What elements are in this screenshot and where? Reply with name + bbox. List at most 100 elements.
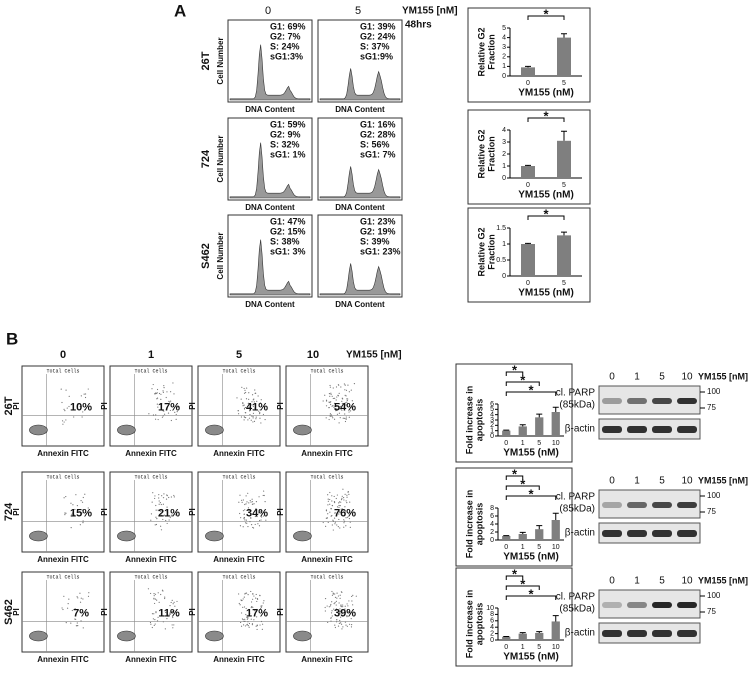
size-marker: 75 xyxy=(707,607,716,616)
flow-event xyxy=(247,617,249,619)
band xyxy=(602,530,622,537)
flow-event xyxy=(151,613,154,615)
flow-population xyxy=(29,630,48,642)
flow-event xyxy=(346,603,348,605)
cell-cycle-stat: G2: 7% xyxy=(270,31,301,41)
flow-event xyxy=(260,399,262,401)
flow-event xyxy=(82,496,84,499)
flow-event xyxy=(158,500,160,502)
flow-event xyxy=(331,524,333,526)
flow-event xyxy=(330,401,332,403)
flow-event xyxy=(77,625,79,627)
band xyxy=(627,630,647,637)
flow-event xyxy=(331,514,333,517)
error-bar xyxy=(503,429,510,431)
apoptosis-percent: 76% xyxy=(334,508,356,520)
flow-event xyxy=(255,392,257,394)
flow-event xyxy=(329,395,331,397)
flow-event xyxy=(153,598,155,600)
flow-event xyxy=(346,610,349,612)
flow-event xyxy=(71,609,73,612)
error-bar xyxy=(525,65,531,68)
significance-star: * xyxy=(512,362,518,377)
flow-event xyxy=(163,413,166,415)
flow-event xyxy=(165,519,167,522)
cell-cycle-stat: G2: 19% xyxy=(360,226,396,236)
flow-event xyxy=(169,401,171,403)
flow-event xyxy=(324,394,326,396)
flow-event xyxy=(162,390,164,392)
y-tick-label: 1.5 xyxy=(496,225,506,232)
flow-event xyxy=(245,607,247,610)
flow-event xyxy=(329,413,332,415)
flow-event xyxy=(242,598,244,600)
flow-event xyxy=(263,405,265,408)
flow-event xyxy=(340,604,342,606)
flow-event xyxy=(251,498,253,500)
flow-event xyxy=(346,516,349,518)
flow-event xyxy=(338,622,340,624)
flow-event xyxy=(253,595,255,597)
error-bar xyxy=(552,512,559,520)
flow-event xyxy=(335,608,338,610)
flow-event xyxy=(351,624,353,626)
flow-event xyxy=(338,602,340,604)
flow-event xyxy=(246,616,248,618)
blot-label: β-actin xyxy=(565,528,595,539)
flow-event xyxy=(247,621,249,623)
flow-event xyxy=(244,406,247,409)
flow-event xyxy=(325,510,328,512)
significance-star: * xyxy=(520,576,526,591)
flow-event xyxy=(253,398,255,400)
y-axis-label: PI xyxy=(188,508,197,516)
size-marker: 75 xyxy=(707,403,716,412)
flow-event xyxy=(254,407,256,409)
error-bar xyxy=(519,531,526,534)
flow-event xyxy=(333,406,335,408)
flow-event xyxy=(174,514,176,516)
band xyxy=(652,630,672,637)
flow-event xyxy=(172,382,174,384)
flow-event xyxy=(344,621,347,623)
flow-event xyxy=(245,503,247,505)
flow-event xyxy=(258,525,261,527)
flow-event xyxy=(331,610,333,612)
flow-event xyxy=(251,394,254,396)
flow-plot-title: Total Cells xyxy=(134,474,167,480)
flow-event xyxy=(259,624,261,626)
flow-event xyxy=(155,504,157,507)
flow-event xyxy=(252,526,254,529)
flow-event xyxy=(250,606,252,609)
flow-event xyxy=(260,620,263,623)
flow-event xyxy=(64,410,66,412)
flow-event xyxy=(263,600,265,602)
blot-label: (85kDa) xyxy=(559,400,595,411)
flow-event xyxy=(338,384,340,386)
flow-event xyxy=(258,410,260,412)
significance-bracket xyxy=(505,381,540,386)
flow-event xyxy=(162,518,164,521)
flow-event xyxy=(67,603,69,605)
chart-y-label: Relative G2 xyxy=(476,129,486,178)
flow-event xyxy=(263,490,265,492)
flow-event xyxy=(169,391,172,393)
flow-plot-title: Total Cells xyxy=(134,574,167,580)
apoptosis-percent: 21% xyxy=(158,508,180,520)
apoptosis-percent: 41% xyxy=(246,402,268,414)
flow-event xyxy=(248,622,251,625)
flow-event xyxy=(245,519,247,521)
flow-event xyxy=(160,593,162,596)
x-tick-label: 0 xyxy=(504,544,508,551)
flow-event xyxy=(255,501,258,503)
flow-event xyxy=(345,500,347,502)
error-bar xyxy=(525,242,531,244)
flow-event xyxy=(325,525,327,527)
flow-event xyxy=(77,597,79,599)
flow-event xyxy=(332,397,334,400)
flow-event xyxy=(256,400,258,402)
flow-event xyxy=(347,605,349,607)
flow-event xyxy=(242,402,244,405)
column-header: 1 xyxy=(148,349,154,361)
flow-event xyxy=(62,423,64,425)
flow-event xyxy=(340,508,342,510)
